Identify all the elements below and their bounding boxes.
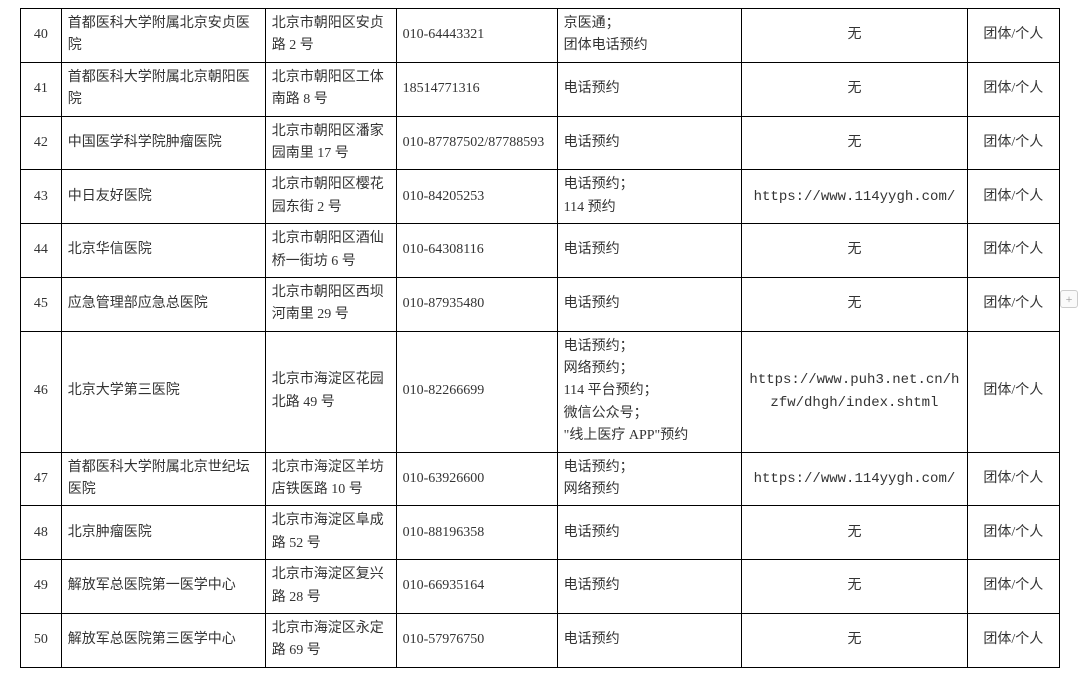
cell-method: 电话预约；114 预约	[557, 170, 742, 224]
table-row: 42中国医学科学院肿瘤医院北京市朝阳区潘家园南里 17 号010-8778750…	[21, 116, 1060, 170]
cell-type: 团体/个人	[967, 560, 1059, 614]
cell-addr: 北京市海淀区阜成路 52 号	[265, 506, 396, 560]
cell-type: 团体/个人	[967, 224, 1059, 278]
cell-num: 45	[21, 277, 62, 331]
table-row: 46北京大学第三医院北京市海淀区花园北路 49 号010-82266699电话预…	[21, 331, 1060, 452]
cell-method: 电话预约	[557, 62, 742, 116]
cell-url: 无	[742, 613, 967, 667]
cell-url: https://www.114yygh.com/	[742, 452, 967, 506]
cell-type: 团体/个人	[967, 9, 1059, 63]
cell-phone: 010-87787502/87788593	[396, 116, 557, 170]
cell-name: 中日友好医院	[61, 170, 265, 224]
cell-name: 解放军总医院第三医学中心	[61, 613, 265, 667]
cell-type: 团体/个人	[967, 613, 1059, 667]
cell-method: 电话预约	[557, 277, 742, 331]
table-row: 43中日友好医院北京市朝阳区樱花园东街 2 号010-84205253电话预约；…	[21, 170, 1060, 224]
cell-method: 电话预约	[557, 116, 742, 170]
cell-method: 京医通；团体电话预约	[557, 9, 742, 63]
cell-num: 40	[21, 9, 62, 63]
cell-phone: 010-64443321	[396, 9, 557, 63]
cell-name: 应急管理部应急总医院	[61, 277, 265, 331]
table-row: 44北京华信医院北京市朝阳区酒仙桥一街坊 6 号010-64308116电话预约…	[21, 224, 1060, 278]
expand-button[interactable]: +	[1060, 290, 1078, 308]
table-row: 50解放军总医院第三医学中心北京市海淀区永定路 69 号010-57976750…	[21, 613, 1060, 667]
cell-phone: 010-82266699	[396, 331, 557, 452]
cell-url: 无	[742, 506, 967, 560]
table-row: 48北京肿瘤医院北京市海淀区阜成路 52 号010-88196358电话预约无团…	[21, 506, 1060, 560]
table-body: 40首都医科大学附属北京安贞医院北京市朝阳区安贞路 2 号010-6444332…	[21, 9, 1060, 668]
table-row: 45应急管理部应急总医院北京市朝阳区西坝河南里 29 号010-87935480…	[21, 277, 1060, 331]
cell-name: 解放军总医院第一医学中心	[61, 560, 265, 614]
cell-url: https://www.puh3.net.cn/hzfw/dhgh/index.…	[742, 331, 967, 452]
cell-url: 无	[742, 62, 967, 116]
cell-url: 无	[742, 224, 967, 278]
cell-phone: 010-88196358	[396, 506, 557, 560]
cell-num: 48	[21, 506, 62, 560]
cell-phone: 18514771316	[396, 62, 557, 116]
cell-addr: 北京市朝阳区樱花园东街 2 号	[265, 170, 396, 224]
cell-type: 团体/个人	[967, 116, 1059, 170]
cell-addr: 北京市朝阳区工体南路 8 号	[265, 62, 396, 116]
cell-num: 47	[21, 452, 62, 506]
cell-type: 团体/个人	[967, 506, 1059, 560]
cell-phone: 010-66935164	[396, 560, 557, 614]
cell-addr: 北京市海淀区花园北路 49 号	[265, 331, 396, 452]
cell-num: 44	[21, 224, 62, 278]
table-row: 41首都医科大学附属北京朝阳医院北京市朝阳区工体南路 8 号1851477131…	[21, 62, 1060, 116]
cell-phone: 010-57976750	[396, 613, 557, 667]
table-row: 49解放军总医院第一医学中心北京市海淀区复兴路 28 号010-66935164…	[21, 560, 1060, 614]
cell-type: 团体/个人	[967, 331, 1059, 452]
cell-phone: 010-87935480	[396, 277, 557, 331]
cell-phone: 010-63926600	[396, 452, 557, 506]
table-row: 47首都医科大学附属北京世纪坛医院北京市海淀区羊坊店铁医路 10 号010-63…	[21, 452, 1060, 506]
cell-type: 团体/个人	[967, 170, 1059, 224]
cell-name: 北京肿瘤医院	[61, 506, 265, 560]
cell-method: 电话预约；网络预约	[557, 452, 742, 506]
cell-method: 电话预约；网络预约；114 平台预约；微信公众号；"线上医疗 APP"预约	[557, 331, 742, 452]
cell-type: 团体/个人	[967, 62, 1059, 116]
cell-addr: 北京市海淀区永定路 69 号	[265, 613, 396, 667]
cell-phone: 010-64308116	[396, 224, 557, 278]
cell-name: 北京华信医院	[61, 224, 265, 278]
cell-type: 团体/个人	[967, 277, 1059, 331]
cell-url: https://www.114yygh.com/	[742, 170, 967, 224]
cell-method: 电话预约	[557, 224, 742, 278]
cell-addr: 北京市海淀区复兴路 28 号	[265, 560, 396, 614]
cell-num: 50	[21, 613, 62, 667]
cell-name: 中国医学科学院肿瘤医院	[61, 116, 265, 170]
cell-type: 团体/个人	[967, 452, 1059, 506]
cell-num: 49	[21, 560, 62, 614]
table-row: 40首都医科大学附属北京安贞医院北京市朝阳区安贞路 2 号010-6444332…	[21, 9, 1060, 63]
cell-addr: 北京市朝阳区潘家园南里 17 号	[265, 116, 396, 170]
cell-num: 42	[21, 116, 62, 170]
cell-name: 首都医科大学附属北京朝阳医院	[61, 62, 265, 116]
cell-name: 北京大学第三医院	[61, 331, 265, 452]
cell-url: 无	[742, 116, 967, 170]
cell-num: 41	[21, 62, 62, 116]
cell-method: 电话预约	[557, 506, 742, 560]
cell-addr: 北京市朝阳区安贞路 2 号	[265, 9, 396, 63]
hospital-table: 40首都医科大学附属北京安贞医院北京市朝阳区安贞路 2 号010-6444332…	[20, 8, 1060, 668]
cell-name: 首都医科大学附属北京安贞医院	[61, 9, 265, 63]
cell-addr: 北京市朝阳区西坝河南里 29 号	[265, 277, 396, 331]
cell-addr: 北京市朝阳区酒仙桥一街坊 6 号	[265, 224, 396, 278]
cell-phone: 010-84205253	[396, 170, 557, 224]
cell-num: 46	[21, 331, 62, 452]
cell-num: 43	[21, 170, 62, 224]
cell-url: 无	[742, 277, 967, 331]
cell-addr: 北京市海淀区羊坊店铁医路 10 号	[265, 452, 396, 506]
cell-method: 电话预约	[557, 613, 742, 667]
cell-name: 首都医科大学附属北京世纪坛医院	[61, 452, 265, 506]
cell-url: 无	[742, 560, 967, 614]
cell-url: 无	[742, 9, 967, 63]
cell-method: 电话预约	[557, 560, 742, 614]
